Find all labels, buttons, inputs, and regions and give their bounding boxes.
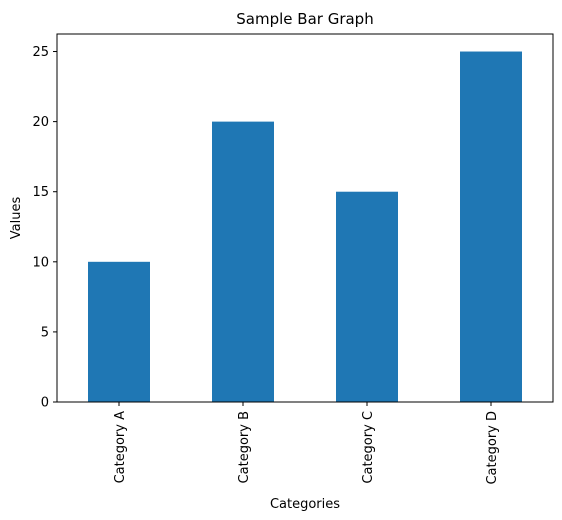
x-tick-label: Category A: [113, 411, 128, 484]
y-tick-label: 10: [32, 255, 49, 270]
x-tick-label: Category D: [485, 411, 500, 485]
bars-group: [88, 51, 522, 403]
y-tick-label: 5: [41, 325, 49, 340]
bar-category-c: [336, 191, 398, 402]
y-axis: 0 5 10 15 20 25: [32, 45, 57, 411]
plot-frame: [56, 33, 554, 403]
y-tick-label: 20: [32, 115, 49, 130]
y-tick-label: 25: [32, 45, 49, 60]
x-axis: Category A Category B Category C Category D: [113, 402, 500, 485]
bar-category-a: [88, 261, 150, 402]
x-axis-label: Categories: [270, 497, 340, 512]
chart-title: Sample Bar Graph: [236, 10, 373, 28]
y-tick-label: 15: [32, 185, 49, 200]
bar-category-b: [212, 121, 274, 402]
y-axis-label: Values: [9, 197, 24, 240]
x-tick-label: Category C: [361, 411, 376, 484]
x-tick-label: Category B: [237, 411, 252, 483]
y-tick-label: 0: [41, 396, 49, 411]
bar-category-d: [460, 51, 522, 403]
